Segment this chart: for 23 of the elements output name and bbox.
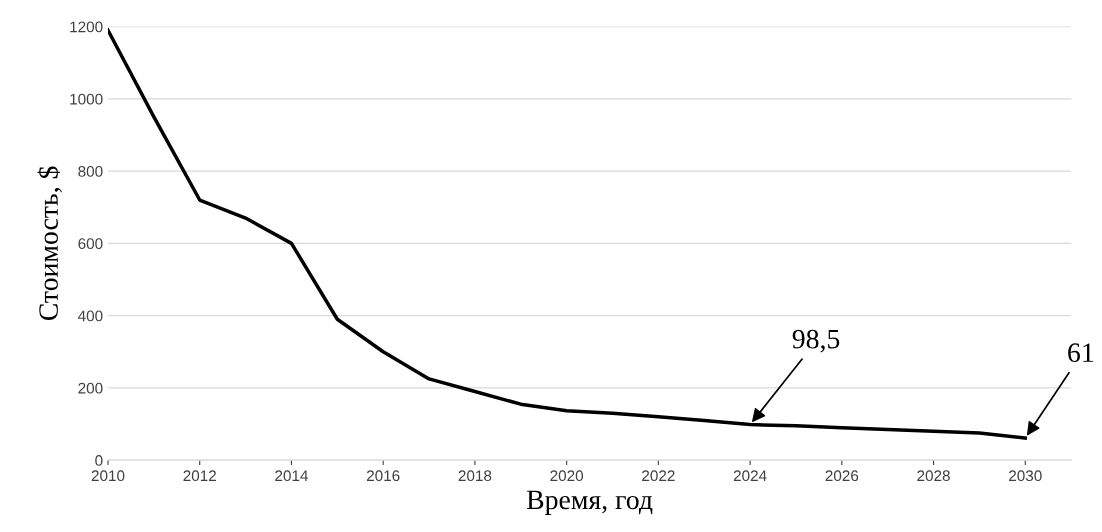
y-tick-label: 1200 xyxy=(70,21,103,33)
x-tick-label: 2014 xyxy=(275,470,308,482)
y-tick-label: 800 xyxy=(78,165,103,177)
line-series xyxy=(108,28,1028,440)
x-tick-label: 2026 xyxy=(825,470,859,482)
x-tick-label: 2012 xyxy=(183,470,216,482)
x-tick-label: 2022 xyxy=(642,470,675,482)
x-tick-label: 2028 xyxy=(917,470,950,482)
x-tick-label: 2020 xyxy=(550,470,584,482)
x-tick-label: 2018 xyxy=(458,470,492,482)
annotation: 61 xyxy=(1068,343,1094,363)
y-tick-label: 600 xyxy=(78,238,103,250)
y-tick-label: 0 xyxy=(95,455,103,466)
x-tick-label: 2016 xyxy=(366,470,400,482)
annotation: 98,5 xyxy=(792,329,840,353)
x-tick-label: 2030 xyxy=(1009,470,1042,482)
y-tick-label: 400 xyxy=(78,310,103,322)
x-axis-title: Время, год xyxy=(526,490,653,515)
y-tick-label: 1000 xyxy=(70,93,103,105)
x-tick-label: 2024 xyxy=(733,470,767,482)
y-axis-title: Стоимость, $ xyxy=(37,166,62,321)
x-tick-label: 2010 xyxy=(91,470,125,482)
y-tick-label: 200 xyxy=(78,382,103,394)
